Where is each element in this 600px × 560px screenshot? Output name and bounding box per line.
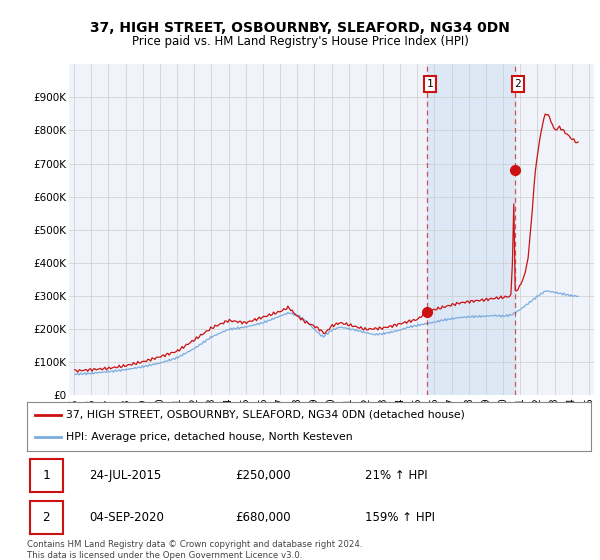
Text: 1: 1	[427, 79, 433, 89]
Text: Price paid vs. HM Land Registry's House Price Index (HPI): Price paid vs. HM Land Registry's House …	[131, 35, 469, 48]
Text: 1: 1	[43, 469, 50, 482]
Text: 159% ↑ HPI: 159% ↑ HPI	[365, 511, 436, 524]
Text: £250,000: £250,000	[236, 469, 292, 482]
FancyBboxPatch shape	[30, 459, 62, 492]
Text: 2: 2	[43, 511, 50, 524]
Text: 2: 2	[515, 79, 521, 89]
Text: 37, HIGH STREET, OSBOURNBY, SLEAFORD, NG34 0DN (detached house): 37, HIGH STREET, OSBOURNBY, SLEAFORD, NG…	[67, 410, 466, 420]
Text: 37, HIGH STREET, OSBOURNBY, SLEAFORD, NG34 0DN: 37, HIGH STREET, OSBOURNBY, SLEAFORD, NG…	[90, 21, 510, 35]
Text: Contains HM Land Registry data © Crown copyright and database right 2024.
This d: Contains HM Land Registry data © Crown c…	[27, 540, 362, 560]
FancyBboxPatch shape	[30, 501, 62, 534]
Text: 21% ↑ HPI: 21% ↑ HPI	[365, 469, 428, 482]
Text: 04-SEP-2020: 04-SEP-2020	[89, 511, 164, 524]
Bar	[427, 64, 515, 395]
Text: £680,000: £680,000	[236, 511, 292, 524]
Text: HPI: Average price, detached house, North Kesteven: HPI: Average price, detached house, Nort…	[67, 432, 353, 442]
Text: 24-JUL-2015: 24-JUL-2015	[89, 469, 161, 482]
